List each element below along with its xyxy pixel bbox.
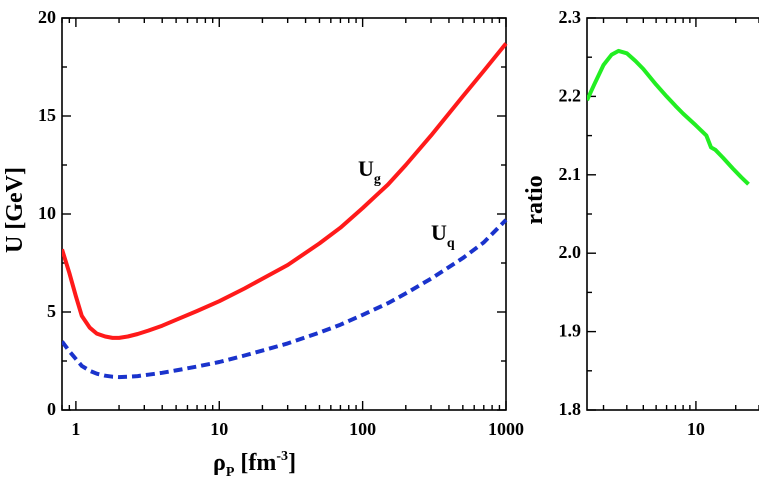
series-label-ug: Ug bbox=[358, 156, 381, 187]
left-plot-frame bbox=[61, 17, 507, 411]
left-tick-labels: 1 10 100 1000 0 5 10 15 20 bbox=[38, 7, 524, 439]
y-tick-label: 0 bbox=[47, 399, 56, 419]
right-chart-panel: 10 1.8 1.9 2.0 2.1 2.2 2.3 ratio bbox=[522, 7, 759, 439]
x-tick-label: 100 bbox=[349, 419, 376, 439]
y-tick-label: 2.0 bbox=[559, 242, 582, 262]
x-tick-label: 1 bbox=[71, 419, 80, 439]
series-line-right-0 bbox=[587, 48, 750, 186]
x-axis-title-symbol: ρ bbox=[213, 450, 226, 476]
left-axis-ticks bbox=[61, 17, 507, 411]
y-tick-label: 10 bbox=[38, 203, 56, 223]
right-axis-ticks bbox=[587, 17, 759, 411]
y-tick-label: 2.3 bbox=[559, 7, 582, 27]
left-x-axis-title: ρP [fm-3] bbox=[213, 449, 296, 479]
right-tick-labels: 10 1.8 1.9 2.0 2.1 2.2 2.3 bbox=[559, 7, 705, 439]
right-series-group bbox=[587, 48, 750, 186]
y-tick-label: 20 bbox=[38, 7, 56, 27]
series-label-uq-sub: q bbox=[447, 236, 455, 251]
series-label-ug-main: U bbox=[358, 156, 374, 181]
x-tick-label: 10 bbox=[210, 419, 228, 439]
right-plot-frame bbox=[586, 17, 759, 411]
x-tick-label: 1000 bbox=[488, 419, 524, 439]
x-axis-title-close: ] bbox=[288, 450, 296, 476]
x-axis-title-subscript: P bbox=[226, 465, 235, 479]
series-line-left-0 bbox=[62, 42, 508, 340]
y-tick-label: 15 bbox=[38, 105, 56, 125]
y-tick-label: 1.9 bbox=[559, 321, 582, 341]
y-tick-label: 2.2 bbox=[559, 85, 582, 105]
x-tick-label: 10 bbox=[687, 419, 705, 439]
right-y-axis-title: ratio bbox=[522, 175, 548, 224]
x-axis-title-exponent: -3 bbox=[276, 449, 288, 464]
y-tick-label: 5 bbox=[47, 301, 56, 321]
series-label-uq: Uq bbox=[431, 220, 455, 251]
left-series-group bbox=[62, 42, 508, 380]
series-label-ug-sub: g bbox=[374, 172, 381, 187]
y-tick-label: 1.8 bbox=[559, 399, 582, 419]
left-y-axis-title: U [GeV] bbox=[2, 167, 28, 253]
series-line-left-1 bbox=[62, 218, 508, 380]
y-tick-label: 2.1 bbox=[559, 164, 582, 184]
series-label-uq-main: U bbox=[431, 220, 447, 245]
x-axis-title-unit: [fm bbox=[234, 450, 276, 476]
